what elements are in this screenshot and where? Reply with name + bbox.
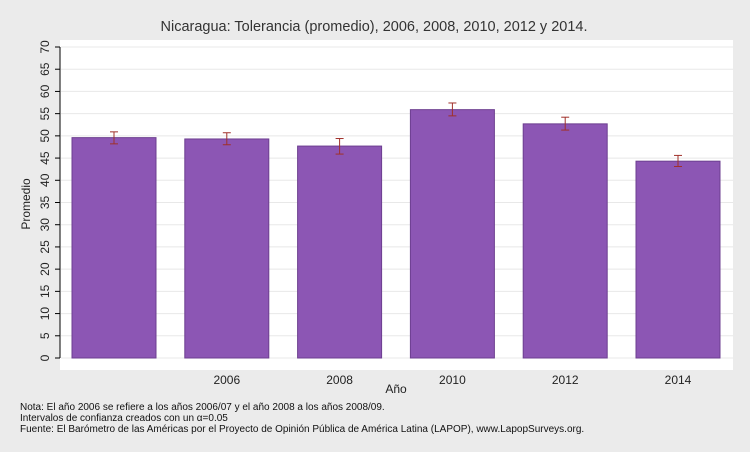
bar: [297, 145, 383, 359]
y-axis-title: Promedio: [19, 178, 33, 230]
bar: [71, 137, 157, 359]
y-tick-label: 55: [38, 107, 52, 121]
x-tick-label: 2012: [552, 373, 579, 387]
x-tick-label: 2014: [665, 373, 692, 387]
y-tick-label: 45: [38, 151, 52, 165]
x-axis-title: Año: [385, 382, 407, 396]
y-tick-label: 20: [38, 262, 52, 276]
bar: [522, 123, 608, 359]
y-tick-label: 50: [38, 129, 52, 143]
y-tick-label: 25: [38, 240, 52, 254]
chart-title: Nicaragua: Tolerancia (promedio), 2006, …: [161, 19, 588, 35]
note-line-2: Intervalos de confianza creados con un α…: [20, 413, 228, 424]
y-tick-label: 65: [38, 62, 52, 76]
x-tick-label: 2008: [326, 373, 353, 387]
y-tick-label: 60: [38, 84, 52, 98]
y-tick-label: 0: [38, 354, 52, 361]
plot-area: [60, 40, 733, 370]
y-tick-label: 10: [38, 307, 52, 321]
y-tick-label: 40: [38, 173, 52, 187]
x-tick-label: 2006: [213, 373, 240, 387]
bars: [71, 109, 721, 359]
bar: [184, 138, 270, 359]
y-tick-label: 15: [38, 284, 52, 298]
y-axis: 0 5 10 15 20 25 30 35 40 45 50 55 60 65 70: [38, 40, 61, 361]
note-line-3: Fuente: El Barómetro de las Américas por…: [20, 424, 584, 435]
error-bars: [110, 102, 682, 168]
bar: [635, 160, 721, 359]
y-tick-label: 30: [38, 218, 52, 232]
x-axis-ticks: 2006 2008 2010 2012 2014: [213, 373, 691, 387]
y-tick-label: 70: [38, 40, 52, 54]
note-line-1: Nota: El año 2006 se refiere a los años …: [20, 402, 385, 413]
y-tick-label: 35: [38, 196, 52, 210]
y-tick-label: 5: [38, 332, 52, 339]
bar: [409, 109, 495, 359]
grid-lines: [61, 46, 733, 359]
x-tick-label: 2010: [439, 373, 466, 387]
